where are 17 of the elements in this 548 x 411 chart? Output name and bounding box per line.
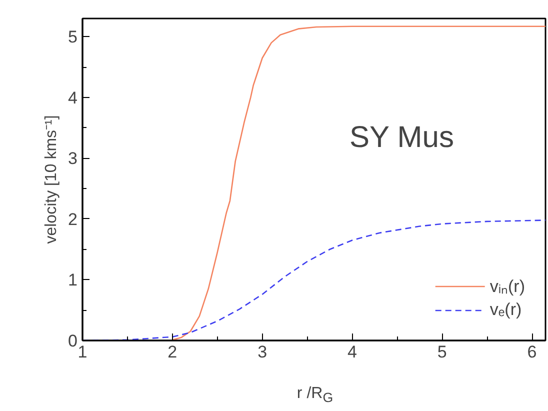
x-axis-title: r /R$_{G}$ [296,385,334,408]
line-series [172,26,546,340]
y-tick-label: 1 [68,270,78,290]
legend-label: vₑ(r) [490,300,522,320]
y-tick-label: 2 [68,210,78,229]
y-tick-label: 4 [68,88,78,108]
y-axis-title: velocity [10 kms⁻¹] [43,115,60,244]
y-tick-label: 0 [68,332,78,350]
annotation: SY Mus [349,121,454,154]
x-tick-label: 3 [258,342,268,362]
y-tick-label: 3 [68,149,78,168]
x-tick-label: 6 [527,342,537,362]
legend-label: vᵢₙ(r) [490,276,525,297]
x-tick-label: 5 [437,342,447,362]
x-tick-label: 4 [347,342,357,362]
x-tick-label: 2 [168,342,178,362]
y-tick-label: 5 [68,28,78,47]
